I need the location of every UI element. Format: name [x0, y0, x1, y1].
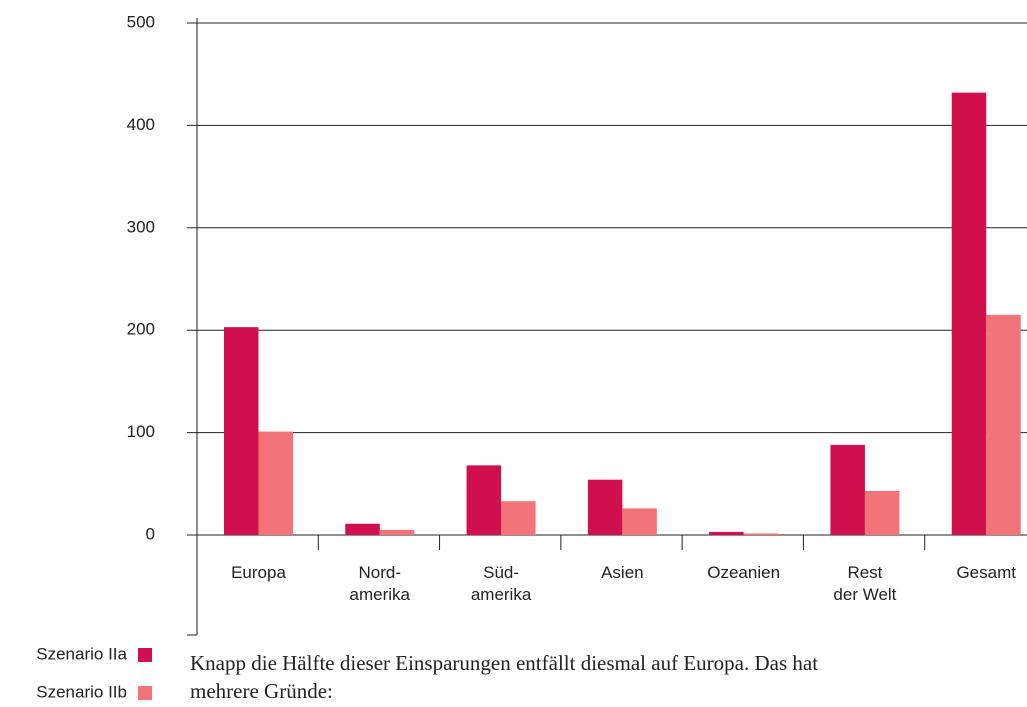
bar	[379, 529, 415, 535]
bar	[466, 465, 502, 535]
y-tick-label: 500	[127, 12, 155, 31]
legend-label: Szenario IIb	[36, 682, 127, 701]
x-tick-label: Ozeanien	[707, 563, 780, 582]
bar	[622, 508, 657, 535]
y-tick-label: 200	[127, 320, 155, 339]
bar	[864, 490, 900, 535]
x-tick-label: Europa	[231, 563, 286, 582]
bar	[258, 431, 293, 535]
bar	[830, 444, 865, 535]
bar	[743, 533, 779, 535]
bar	[951, 92, 987, 535]
bar	[587, 479, 623, 535]
bar	[224, 327, 259, 535]
x-tick-label: Rest der Welt	[833, 563, 896, 604]
legend-swatch	[138, 686, 152, 700]
y-tick-label: 400	[127, 115, 155, 134]
y-tick-label: 100	[127, 422, 155, 441]
y-tick-label: 300	[127, 217, 155, 236]
x-tick-label: Süd-amerika	[471, 563, 532, 604]
x-tick-label: Asien	[601, 563, 644, 582]
bar	[345, 523, 380, 535]
bar	[709, 531, 744, 535]
x-tick-label: Nord-amerika	[350, 563, 411, 604]
legend-swatch	[138, 648, 152, 662]
paragraph-line: mehrere Gründe:	[190, 679, 333, 703]
y-tick-label: 0	[146, 524, 155, 543]
paragraph-line: Knapp die Hälfte dieser Einsparungen ent…	[190, 651, 818, 675]
bar	[986, 314, 1021, 535]
x-tick-label: Gesamt	[956, 563, 1016, 582]
legend-label: Szenario IIa	[36, 644, 127, 663]
bar	[501, 501, 536, 535]
